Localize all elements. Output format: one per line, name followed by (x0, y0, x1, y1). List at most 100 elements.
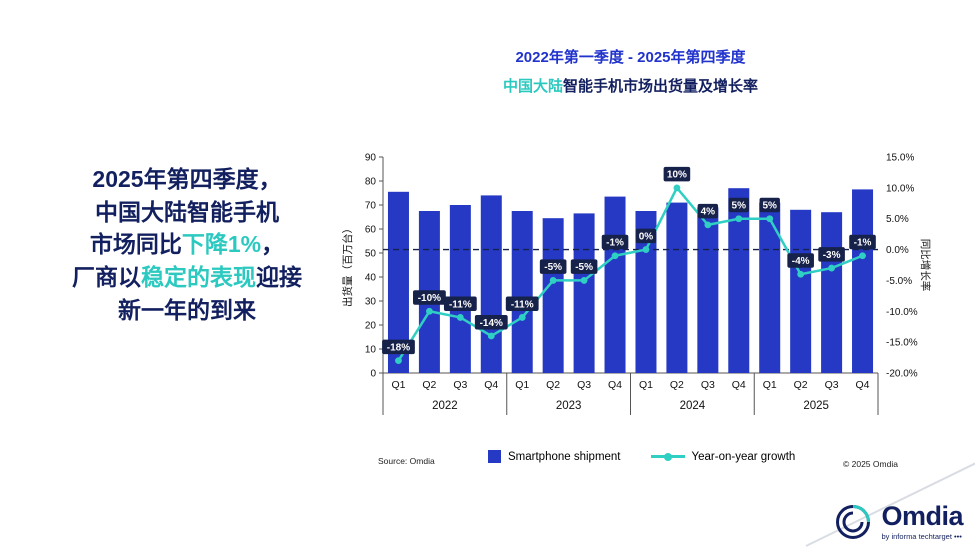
y-tick-label: 0 (370, 369, 376, 380)
bar (511, 211, 533, 373)
bar (697, 207, 719, 373)
headline-line: 市场同比下降1%， (89, 231, 285, 258)
omdia-logo-name: Omdia (881, 501, 963, 531)
source-note: Source: Omdia (378, 456, 435, 466)
y2-tick-label: 5.0% (886, 214, 909, 225)
growth-label-box (413, 290, 446, 305)
headline: 2025年第四季度， 中国大陆智能手机 市场同比下降1%， 厂商以稳定的表现迎接 新一年… (38, 163, 336, 326)
left-axis-title: 出货量（百万台） (341, 223, 354, 307)
growth-point (642, 246, 650, 253)
legend-shipment-label: Smartphone shipment (508, 450, 621, 463)
x-tick-label: Q4 (856, 379, 870, 391)
growth-label: -11% (511, 299, 534, 310)
growth-label-box (505, 296, 539, 311)
chart-main-title: 中国大陆智能手机市场出货量及增长率 (383, 75, 878, 96)
y2-tick-label: -10.0% (886, 307, 918, 318)
growth-label: -1% (606, 238, 624, 249)
omdia-logo: Omdia by informa techtarget ••• (833, 502, 963, 542)
x-tick-label: Q2 (794, 379, 808, 391)
legend-line-swatch (650, 452, 685, 461)
y2-tick-label: -20.0% (886, 369, 918, 380)
growth-point (673, 184, 681, 192)
growth-label-box (443, 296, 477, 311)
copyright-note: © 2025 Omdia (843, 459, 898, 469)
growth-label: -5% (575, 262, 593, 273)
year-label: 2025 (803, 400, 829, 412)
x-tick-label: Q2 (546, 379, 560, 391)
growth-label: 10% (667, 170, 687, 181)
bar (387, 191, 409, 373)
x-tick-label: Q3 (701, 379, 715, 391)
y-tick-label: 60 (365, 225, 377, 236)
growth-point (580, 277, 588, 284)
growth-point (828, 264, 835, 272)
x-tick-label: Q3 (825, 379, 839, 391)
legend: Smartphone shipment Year-on-year growth (488, 450, 795, 463)
omdia-logo-text: Omdia by informa techtarget ••• (881, 501, 963, 542)
growth-point (456, 314, 464, 321)
chart-period-title: 2022年第一季度 - 2025年第四季度 (515, 49, 746, 66)
growth-label-box (382, 339, 415, 355)
legend-item-shipment: Smartphone shipment (488, 450, 621, 463)
growth-label: -14% (480, 318, 503, 329)
headline-line: 中国大陆智能手机 (95, 198, 279, 225)
headline-line: 厂商以稳定的表现迎接 (72, 263, 302, 290)
x-tick-label: Q1 (391, 379, 405, 391)
bar (604, 196, 626, 373)
y2-tick-label: -5.0% (886, 276, 912, 287)
chart-main-title-highlight: 中国大陆 (502, 78, 563, 95)
growth-label-box (539, 259, 567, 274)
x-tick-label: Q1 (515, 379, 529, 391)
x-tick-label: Q4 (732, 379, 746, 391)
bar (666, 202, 688, 373)
growth-point (859, 252, 866, 260)
growth-label: -4% (792, 256, 810, 267)
legend-bar-swatch (488, 450, 501, 463)
omdia-logo-tagline: by informa techtarget ••• (881, 532, 962, 541)
bar (852, 189, 874, 373)
bar (573, 213, 595, 373)
growth-point (766, 215, 774, 223)
growth-point (518, 314, 526, 321)
bar (542, 218, 564, 373)
y-tick-label: 30 (365, 297, 377, 308)
year-label: 2022 (432, 400, 458, 412)
x-tick-label: Q2 (670, 379, 684, 391)
growth-label: -11% (449, 299, 472, 310)
growth-label-box (663, 166, 691, 182)
x-tick-label: Q4 (608, 379, 622, 391)
bar (821, 212, 843, 373)
y-tick-label: 80 (365, 177, 377, 188)
legend-line-dot (663, 452, 672, 461)
growth-point (487, 332, 495, 340)
y2-tick-label: 0.0% (886, 245, 909, 256)
growth-label-box (849, 234, 876, 250)
growth-point (549, 277, 557, 284)
year-label: 2024 (680, 400, 706, 412)
bar (759, 202, 781, 373)
x-tick-label: Q3 (453, 379, 467, 391)
legend-growth-label: Year-on-year growth (691, 450, 796, 463)
growth-label: 5% (762, 201, 777, 212)
bar (449, 205, 471, 373)
growth-point (797, 270, 805, 278)
growth-label-box (697, 203, 719, 219)
right-axis-title: 同比增长率 (919, 239, 932, 292)
growth-label-box (728, 197, 749, 213)
x-tick-label: Q3 (577, 379, 591, 391)
headline-line: 新一年的到来 (118, 296, 256, 323)
growth-label: 0% (639, 231, 654, 242)
growth-point (395, 357, 402, 365)
chart-main-title-rest: 智能手机市场出货量及增长率 (563, 78, 759, 95)
bar (790, 209, 812, 373)
growth-label: 4% (701, 207, 716, 218)
growth-label: -5% (544, 262, 562, 273)
x-tick-label: Q1 (639, 379, 653, 391)
growth-label-box (818, 247, 845, 262)
x-tick-label: Q1 (763, 379, 777, 391)
y-tick-label: 40 (365, 273, 377, 284)
growth-label-box (759, 197, 780, 213)
bar (480, 195, 502, 373)
